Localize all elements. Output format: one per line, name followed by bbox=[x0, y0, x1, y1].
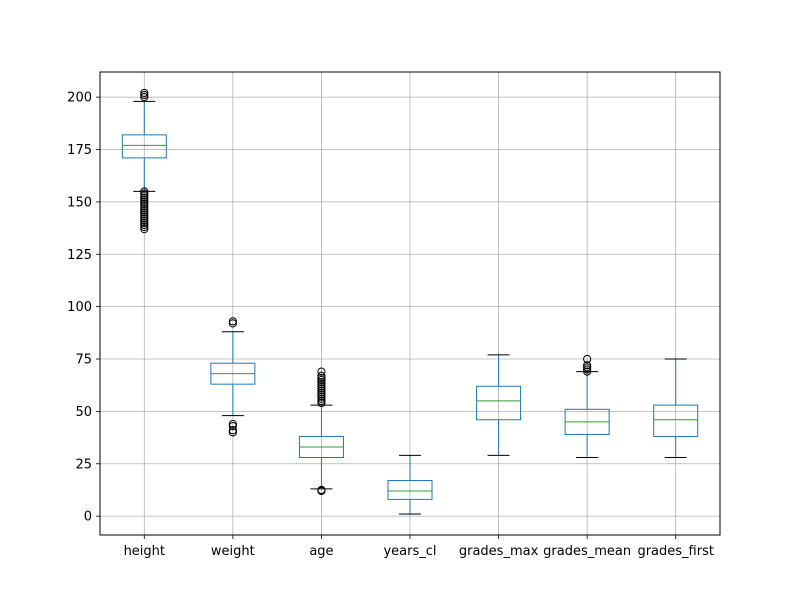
y-tick-label: 150 bbox=[67, 195, 92, 210]
outlier-point bbox=[140, 197, 149, 206]
outlier-point bbox=[317, 390, 326, 399]
outlier-point bbox=[317, 398, 326, 408]
x-tick-label-years-cl: years_cl bbox=[383, 544, 436, 559]
outlier-point bbox=[140, 218, 149, 227]
outlier-point bbox=[140, 195, 149, 204]
y-tick-label: 50 bbox=[75, 405, 92, 420]
iqr-box bbox=[387, 480, 433, 500]
outlier-point bbox=[317, 485, 326, 495]
box-height bbox=[121, 88, 167, 234]
outlier-point bbox=[228, 317, 237, 326]
box-years-cl bbox=[387, 454, 433, 515]
outlier-point bbox=[140, 193, 149, 202]
x-tick-label-grades-first: grades_first bbox=[637, 544, 714, 559]
iqr-box bbox=[121, 134, 167, 159]
y-tick-label: 0 bbox=[84, 510, 92, 525]
outlier-point bbox=[317, 394, 326, 403]
outlier-point bbox=[583, 354, 592, 364]
box-grades-max bbox=[476, 354, 522, 456]
box-grades-mean bbox=[564, 354, 610, 458]
iqr-box bbox=[476, 385, 522, 421]
outlier-point bbox=[228, 421, 237, 431]
y-tick-label: 125 bbox=[67, 248, 92, 263]
outlier-point bbox=[583, 363, 592, 372]
outlier-point bbox=[140, 225, 149, 234]
outlier-point bbox=[317, 388, 326, 397]
outlier-point bbox=[228, 419, 237, 429]
x-tick-label-weight: weight bbox=[211, 544, 255, 559]
boxes bbox=[121, 88, 699, 515]
outlier-point bbox=[140, 187, 149, 196]
outlier-point bbox=[140, 90, 149, 100]
x-tick-label-age: age bbox=[309, 544, 333, 559]
outlier-point bbox=[140, 220, 149, 230]
outlier-point bbox=[140, 210, 149, 219]
outlier-point bbox=[317, 377, 326, 387]
outlier-point bbox=[583, 365, 592, 374]
outlier-point bbox=[228, 428, 237, 437]
outlier-point bbox=[140, 204, 149, 213]
box-age bbox=[298, 367, 344, 496]
y-tick-label: 25 bbox=[75, 457, 92, 472]
y-tick-label: 200 bbox=[67, 91, 92, 106]
outlier-point bbox=[317, 367, 326, 376]
outlier-point bbox=[140, 214, 149, 223]
outlier-point bbox=[140, 212, 149, 221]
outlier-point bbox=[140, 201, 149, 211]
outlier-point bbox=[140, 191, 149, 200]
outlier-point bbox=[317, 375, 326, 385]
outlier-point bbox=[583, 367, 592, 376]
y-tick-label: 75 bbox=[75, 353, 92, 368]
y-tick-label: 175 bbox=[67, 143, 92, 158]
outlier-point bbox=[140, 199, 149, 209]
outlier-point bbox=[317, 392, 326, 401]
outlier-point bbox=[317, 396, 326, 406]
outlier-point bbox=[140, 216, 149, 225]
outlier-point bbox=[317, 373, 326, 382]
outlier-point bbox=[140, 208, 149, 217]
outlier-point bbox=[228, 319, 237, 328]
outlier-point bbox=[140, 222, 149, 232]
plot-area-frame bbox=[99, 71, 721, 536]
x-tick-label-height: height bbox=[124, 544, 165, 559]
x-tick-label-grades-max: grades_max bbox=[459, 544, 539, 559]
box-grades-first bbox=[653, 358, 699, 458]
outlier-point bbox=[140, 93, 149, 102]
box-weight bbox=[210, 317, 256, 437]
iqr-box bbox=[653, 404, 699, 438]
outlier-point bbox=[583, 361, 592, 370]
outlier-point bbox=[228, 426, 237, 435]
axis-ticks: 0 25 50 75 100 125 150 175 200 height weight age yea… bbox=[67, 91, 714, 559]
outlier-point bbox=[317, 386, 326, 395]
outlier-point bbox=[140, 88, 149, 98]
x-tick-label-grades-mean: grades_mean bbox=[543, 544, 631, 559]
y-tick-label: 100 bbox=[67, 300, 92, 315]
outlier-point bbox=[317, 380, 326, 389]
outlier-point bbox=[317, 384, 326, 393]
outlier-point bbox=[140, 189, 149, 198]
outlier-point bbox=[317, 371, 326, 380]
outlier-point bbox=[140, 206, 149, 215]
outlier-point bbox=[317, 382, 326, 391]
